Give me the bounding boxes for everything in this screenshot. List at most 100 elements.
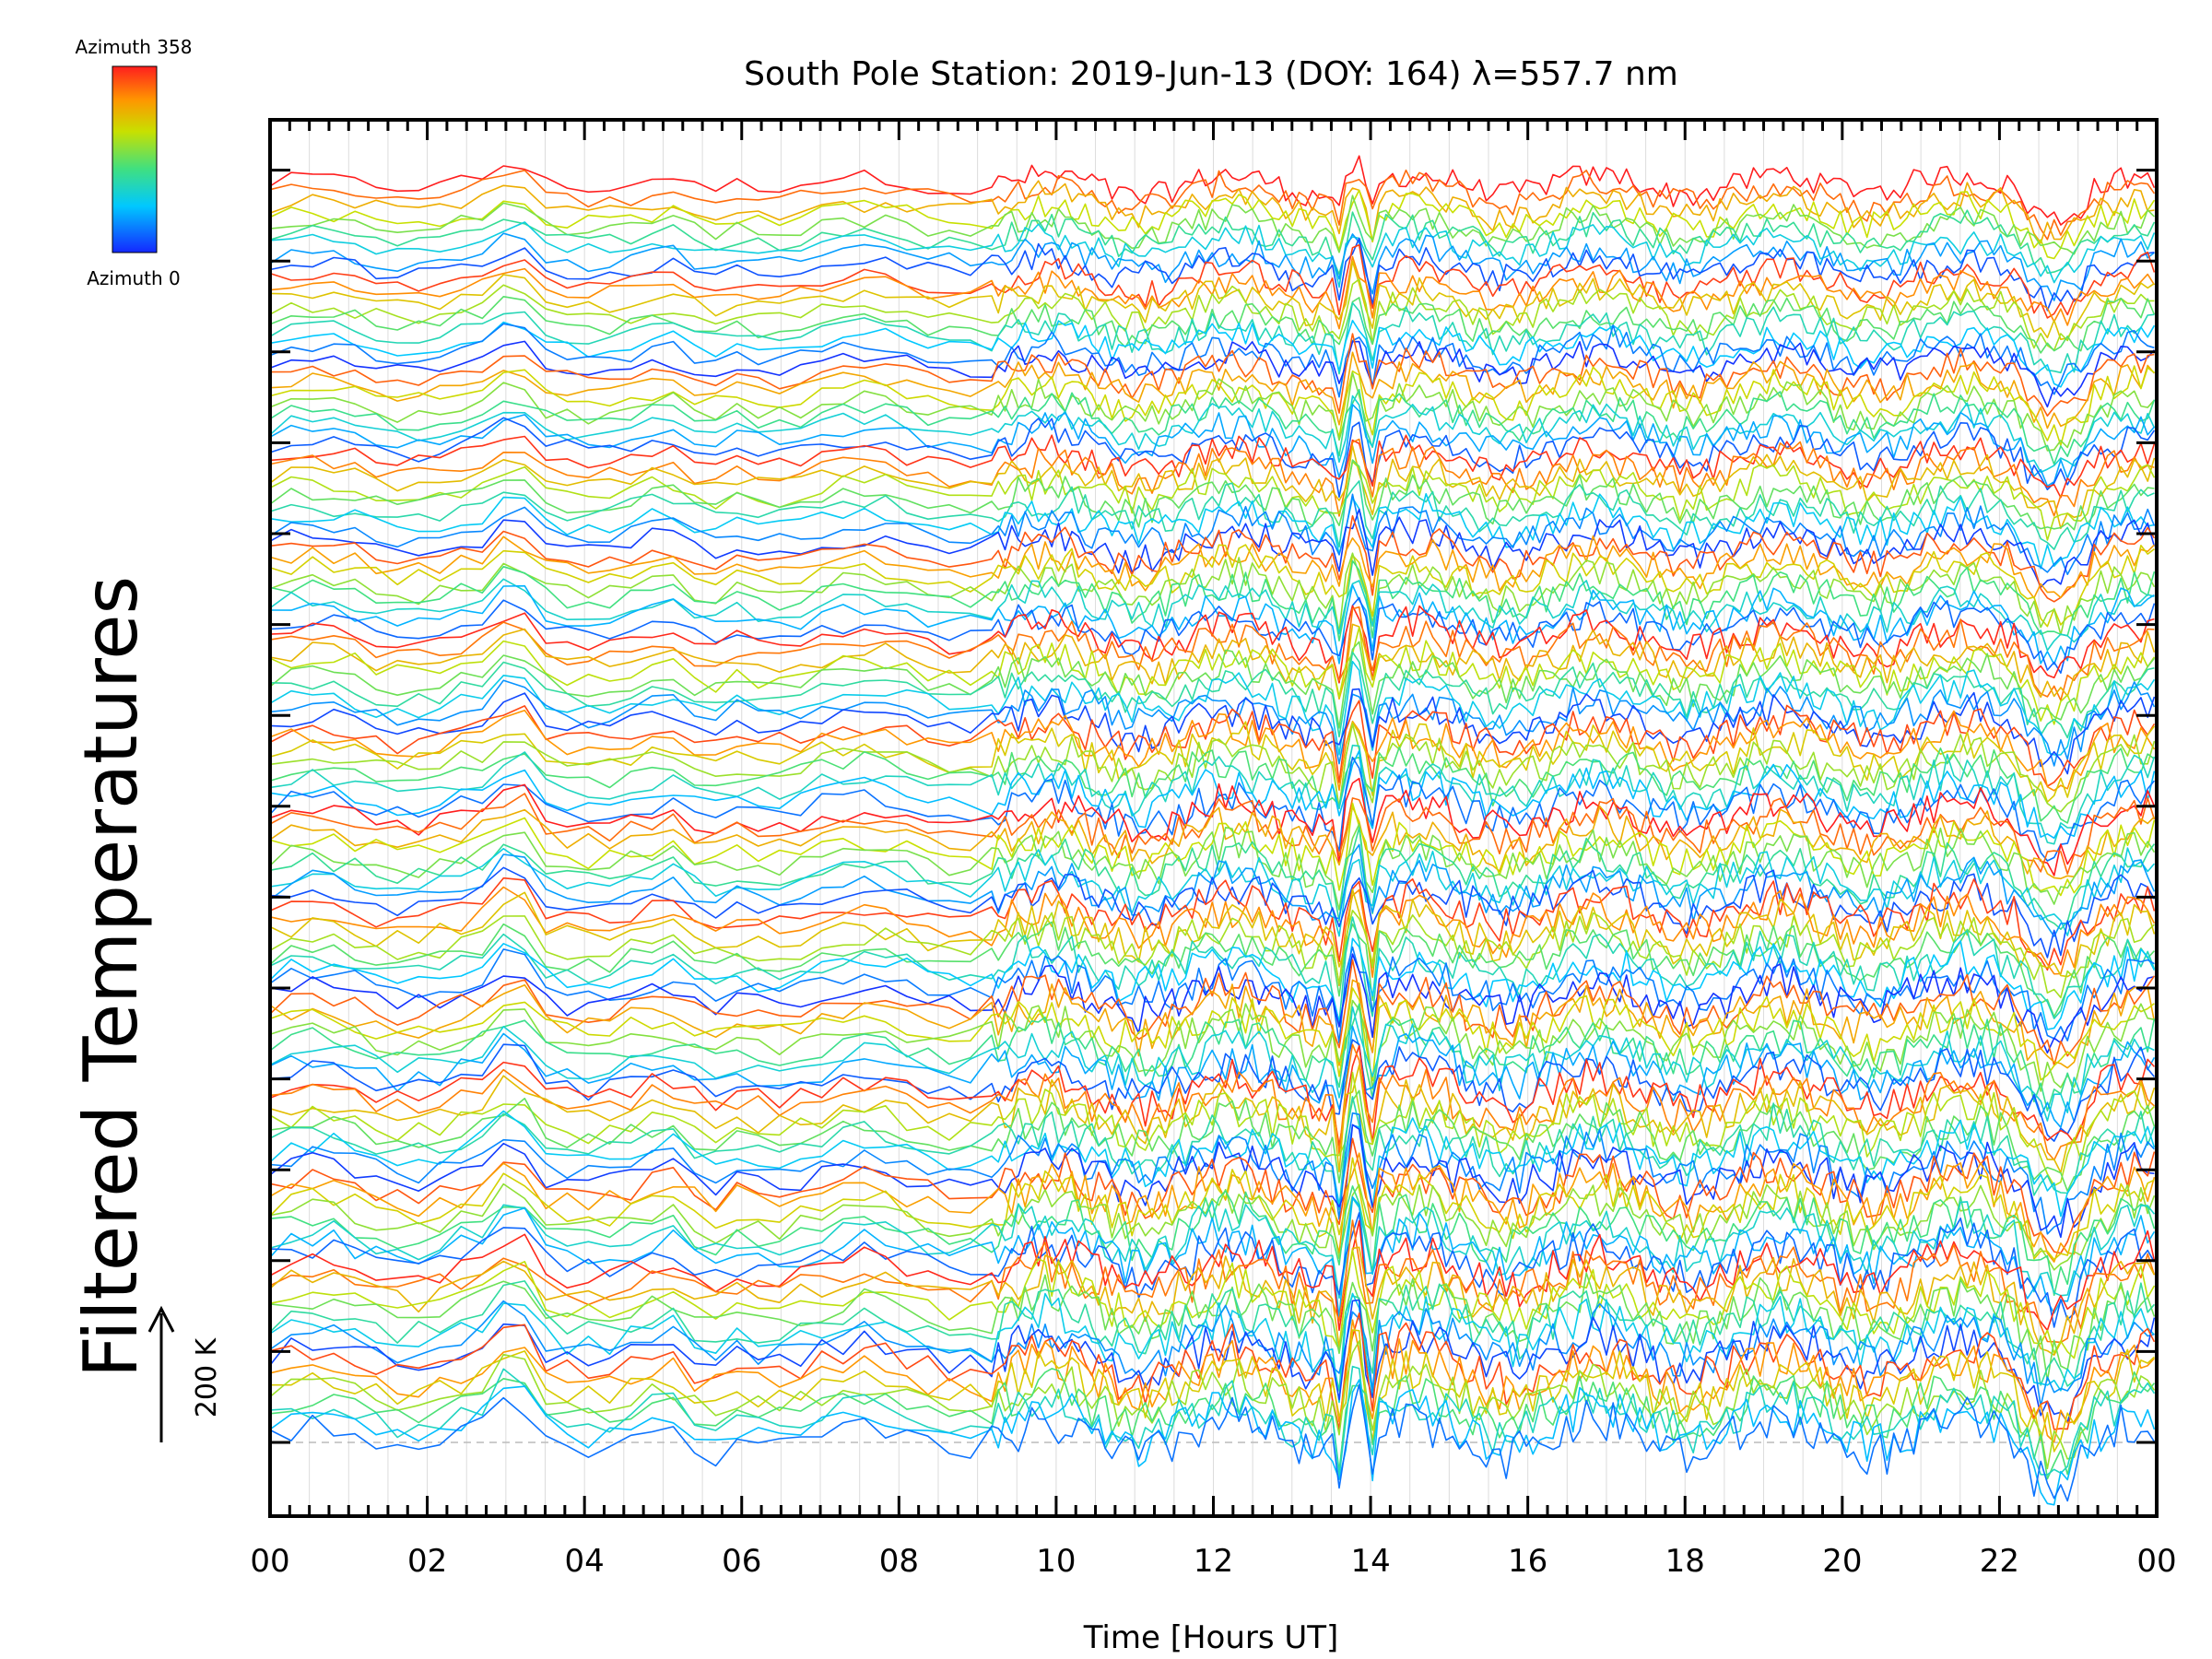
series-trace [269,805,2155,880]
series-trace [269,660,2156,756]
colorbar: Azimuth 358 Azimuth 0 [76,36,193,289]
series-trace [269,319,2156,388]
series-trace [269,1065,2156,1173]
series-trace [269,749,2156,840]
series-trace [269,916,2156,1024]
series-trace [269,1195,2156,1319]
series-trace [269,802,2156,897]
series-trace [269,651,2155,739]
series-trace [269,886,2156,986]
series-trace [269,823,2156,911]
series-trace [269,169,2156,241]
series-trace [269,1185,2156,1297]
series-trace [269,866,2156,959]
plot-frame [268,118,2159,1518]
x-tick-label: 02 [407,1543,447,1580]
series-trace [270,1329,2155,1453]
x-tick-labels: 00 02 04 06 08 10 12 14 16 18 20 22 00 [250,1543,2176,1580]
series-trace [269,583,2155,665]
series-trace [269,1137,2156,1254]
x-tick-label: 16 [1508,1543,1547,1580]
series-trace [269,1299,2156,1423]
series-trace [269,605,2155,684]
y-axis-label: Filtered Temperatures [68,576,154,1378]
series-trace [269,1025,2156,1128]
series-trace [269,877,2156,971]
x-tick-label: 04 [565,1543,605,1580]
series-trace [269,747,2155,824]
series-trace [269,552,2156,636]
series-trace [269,1071,2155,1187]
series-trace [269,514,2156,603]
series-trace [269,959,2156,1066]
series-trace [269,688,2156,775]
series-trace [269,1246,2156,1356]
series-trace [269,255,2156,330]
series-trace [269,155,2156,226]
series-trace [269,777,2156,877]
series-trace [269,237,2155,312]
series-trace [269,1312,2156,1430]
series-trace [269,1044,2155,1147]
series-trace [269,623,2156,700]
series-trace [269,744,2156,845]
series-trace [269,756,2156,862]
x-tick-label: 00 [2136,1543,2176,1580]
scale-bar: 200 K [147,1305,223,1442]
series-trace [269,492,2155,570]
x-tick-label: 06 [722,1543,761,1580]
series-trace [269,953,2155,1054]
scale-bar-label: 200 K [191,1336,223,1418]
series-trace [269,508,2156,588]
series-trace [269,221,2156,288]
series-trace [269,1152,2156,1263]
series-trace [269,1365,2156,1478]
series-trace [269,278,2155,351]
series-trace [269,1212,2156,1328]
series-trace [269,606,2155,701]
series-trace [269,180,2155,244]
x-tick-label: 08 [879,1543,919,1580]
series-trace [269,1003,2156,1112]
series-trace [269,909,2155,999]
series-trace [269,987,2155,1082]
series-trace [269,721,2156,809]
series-trace [269,1182,2156,1271]
series-trace [269,827,2156,931]
series-trace [269,1124,2155,1239]
series-trace [269,1043,2155,1161]
series-trace [269,596,2156,675]
series-traces [269,155,2156,1506]
colorbar-bottom-label: Azimuth 0 [87,267,181,289]
series-trace [269,847,2156,937]
series-trace [269,295,2156,354]
series-trace [269,1249,2156,1359]
series-trace [269,700,2156,787]
series-trace [269,333,2155,418]
series-trace [269,438,2155,517]
series-trace [269,394,2156,474]
series-trace [269,641,2156,729]
series-trace [269,544,2155,628]
series-trace [269,365,2155,447]
x-tick-label: 18 [1665,1543,1705,1580]
series-trace [269,679,2156,767]
x-tick-label: 10 [1036,1543,1076,1580]
series-trace [269,493,2156,576]
series-trace [269,535,2155,599]
series-trace [269,209,2156,276]
series-trace [269,260,2155,341]
x-tick-label: 00 [250,1543,289,1580]
series-trace [269,404,2156,488]
x-tick-label: 20 [1822,1543,1862,1580]
series-trace [269,1197,2156,1300]
x-tick-label: 14 [1350,1543,1390,1580]
series-trace [269,480,2155,550]
series-trace [269,1096,2156,1210]
colorbar-top-label: Azimuth 358 [76,36,193,58]
x-tick-label: 22 [1980,1543,2019,1580]
series-trace [269,388,2156,465]
series-trace [269,243,2156,319]
x-axis-label: Time [Hours UT] [1083,1619,1339,1656]
